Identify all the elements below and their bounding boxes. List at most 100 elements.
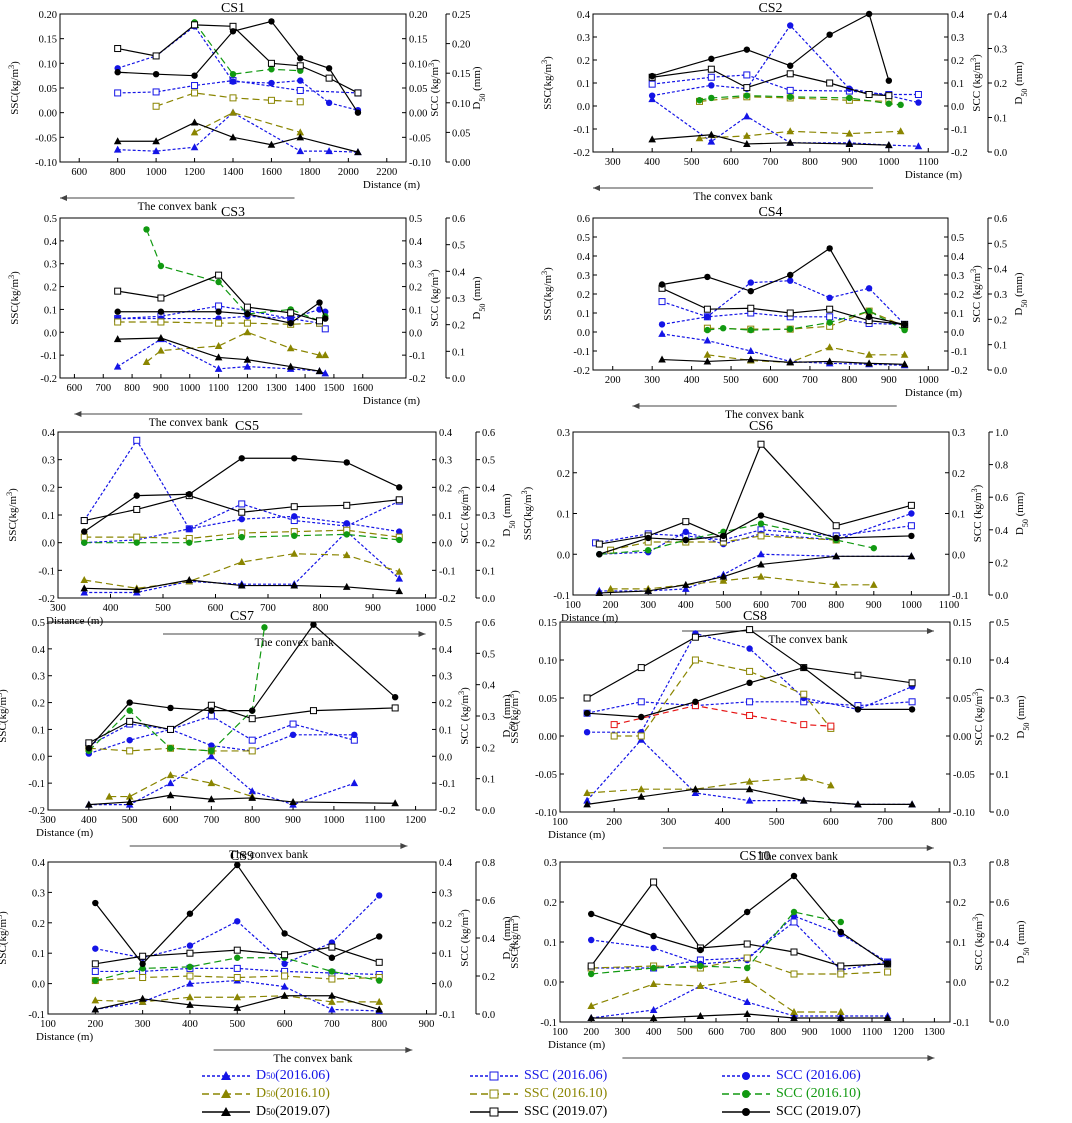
d50-tick-label: 0.4 [482,483,496,494]
x-tick-label: 700 [95,383,111,394]
y-axis-title: SSC(kg/m3) [7,271,22,325]
x-tick-label: 600 [708,1027,724,1038]
series-line [587,777,831,794]
d50-tick-label: 0.5 [452,241,465,252]
data-point [208,742,215,749]
data-point [786,358,795,366]
y-tick-label: 0.0 [577,102,590,113]
y-tick-label: -0.05 [535,770,557,781]
d50-tick-label: 0.8 [996,858,1009,869]
series-line [117,79,358,94]
series-line [614,659,832,737]
x-tick-label: 100 [552,1027,568,1038]
legend-item-d50-2019-07: D 50 (2019.07) [200,1104,330,1120]
x-tick-label: 100 [565,600,581,611]
d50-axis-title: D50 (mm) [1013,61,1029,104]
y-tick-label: 0.0 [32,980,45,991]
data-point [696,97,703,104]
data-point [757,512,765,519]
y-tick-label: 0.3 [557,428,570,439]
data-point [790,948,798,956]
d50-tick-label: 0.5 [482,649,495,660]
data-point [376,892,383,899]
d50-tick-label: 0.2 [482,539,495,550]
x-axis-title: Distance (m) [548,1039,605,1051]
data-point [321,369,330,377]
d50-tick-label: 0.4 [482,934,496,945]
series-d50-2019-07- [80,576,404,595]
x-tick-label: 1100 [208,383,229,394]
x-tick-label: 900 [842,157,858,168]
data-point [786,127,795,135]
data-point [166,791,175,799]
legend-label-scc-2016-10: SCC (2016.10) [776,1086,861,1101]
data-point [800,721,808,729]
data-point [915,99,922,106]
data-point [191,82,199,90]
data-point [697,962,704,970]
series-line [599,553,912,592]
series-line [117,274,320,322]
data-point [296,147,305,155]
y-tick-label: 0.10 [539,656,557,667]
data-point [746,698,754,706]
data-point [281,930,288,937]
data-point [691,789,700,796]
data-point [375,1005,384,1013]
data-point [746,355,755,363]
x-tick-label: 1200 [405,815,426,826]
data-point [328,943,336,951]
data-point [281,972,289,980]
y-tick-label: -0.10 [535,808,557,819]
data-point [845,139,854,147]
series-d50-2016-10- [695,127,905,142]
scc-axis-title: SCC (kg/m3) [427,269,442,327]
scc-tick-label: 0.0 [953,978,966,989]
y-tick-label: 0.05 [39,84,57,95]
data-point [854,800,862,808]
data-point [315,367,324,375]
x-tick-label: 1200 [184,167,205,178]
data-point [268,79,275,87]
data-point [139,952,147,960]
scc-axis-title: SCC (kg/m3) [969,54,984,112]
series-scc-2019-07- [648,10,893,84]
convex-bank-arrowhead [60,195,67,201]
chart-title: CS10 [739,849,770,864]
scc-tick-label: 0.4 [409,237,423,248]
series-line [591,911,841,975]
x-tick-label: 1400 [295,383,316,394]
y-axis-title: SSC(kg/m3) [7,61,22,115]
data-point [703,336,712,344]
legend-label-d50-2016-06: D [256,1068,267,1083]
data-point [747,304,755,312]
data-point [291,532,298,539]
scc-tick-label: 0.3 [439,456,452,467]
d50-tick-label: 0.0 [996,1018,1009,1029]
x-axis-title: Distance (m) [905,387,962,399]
legend-label-ssc-2016-10: SSC (2016.10) [524,1086,608,1101]
data-point [787,22,794,29]
scc-tick-label: 0.1 [439,949,452,960]
x-tick-label: 300 [135,1019,151,1030]
d50-tick-label: 0.6 [482,618,495,629]
data-point [114,69,121,76]
x-tick-label: 700 [739,1027,755,1038]
series-line [117,25,359,111]
series-d50-2019-07- [595,552,916,596]
scc-tick-label: 0.4 [951,252,965,263]
data-point [837,918,844,926]
scc-tick-label: 0.4 [439,858,453,869]
x-tick-label: 1000 [830,1027,851,1038]
scc-tick-label: 0.05 [953,694,971,705]
x-tick-label: 400 [182,1019,198,1030]
data-point [126,699,133,706]
data-point [190,128,199,136]
y-tick-label: 0.4 [577,252,591,263]
d50-tick-label: 0.4 [482,681,496,692]
data-point [157,318,165,326]
scc-axis-title: SCC (kg/m3) [457,909,472,967]
data-point [80,517,88,525]
panel-cs3: CS3 600 700 800 900 1000 1100 1200 1300 1400 1500 1… [7,205,487,429]
